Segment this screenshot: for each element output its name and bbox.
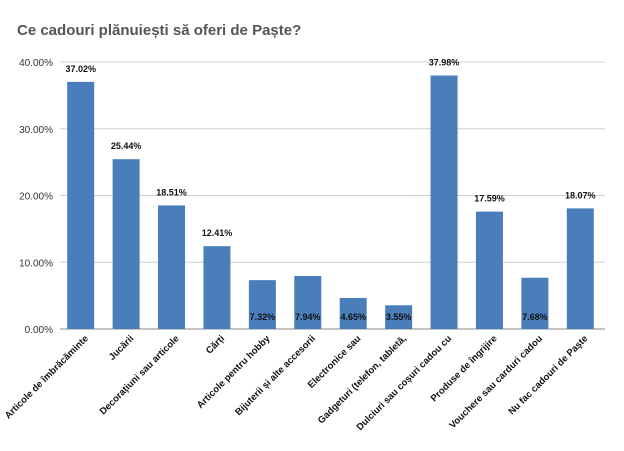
bar: [521, 277, 549, 329]
bar: [566, 208, 594, 329]
bar: [339, 297, 367, 329]
data-label: 7.68%: [522, 312, 548, 322]
y-tick-label: 10.00%: [19, 258, 53, 269]
bar: [203, 246, 231, 329]
x-tick-label: Articole de îmbrăcăminte: [3, 333, 91, 421]
bar: [112, 159, 140, 329]
x-tick-label: Jucării: [107, 333, 136, 362]
x-tick-label: Gadgeturi (telefon, tabletă,: [316, 333, 409, 426]
bar: [158, 205, 186, 329]
x-tick-label: Dulciuri sau coșuri cadou cu: [355, 333, 455, 433]
bar: [294, 276, 322, 329]
x-tick-label: Articole pentru hobby: [195, 333, 273, 411]
x-tick-label: Vouchere sau carduri cadou: [447, 333, 545, 431]
y-tick-label: 40.00%: [19, 58, 53, 69]
bar: [248, 280, 276, 329]
data-label: 12.41%: [202, 228, 233, 238]
data-label: 25.44%: [111, 141, 142, 151]
data-label: 18.51%: [156, 187, 187, 197]
data-label: 17.59%: [474, 194, 505, 204]
data-label: 37.98%: [429, 57, 460, 67]
x-tick-label: Nu fac cadouri de Paște: [506, 333, 590, 417]
y-tick-label: 20.00%: [19, 192, 53, 203]
x-tick-label: Decorațiuni sau articole: [98, 333, 182, 417]
data-label: 7.94%: [295, 312, 321, 322]
data-label: 18.07%: [565, 190, 596, 200]
bar: [385, 305, 413, 329]
bar: [67, 81, 95, 329]
bar: [430, 75, 458, 330]
y-tick-label: 30.00%: [19, 125, 53, 136]
x-tick-label: Bijuterii și alte accesorii: [233, 333, 318, 418]
data-label: 4.65%: [340, 312, 366, 322]
bar: [475, 211, 503, 329]
data-label: 3.55%: [386, 312, 412, 322]
chart-title: Ce cadouri plănuiești să oferi de Paște?: [17, 22, 302, 39]
data-label: 37.02%: [65, 64, 96, 74]
y-tick-label: 0.00%: [25, 325, 53, 336]
data-label: 7.32%: [250, 312, 276, 322]
x-tick-label: Cărți: [204, 333, 227, 356]
